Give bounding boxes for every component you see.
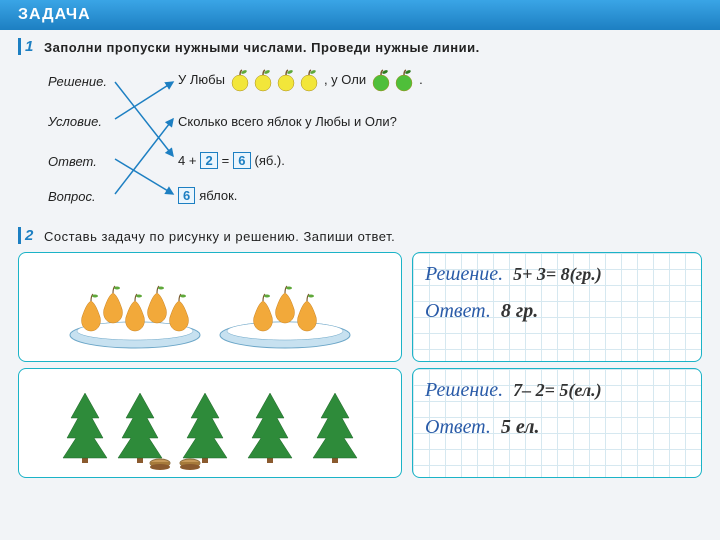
panel-row-pears: Решение. 5+ 3= 8(гр.) Ответ. 8 гр. bbox=[18, 252, 702, 362]
suffix: (яб.). bbox=[255, 153, 285, 168]
trees-svg bbox=[45, 373, 375, 473]
pears-solution-line: Решение. 5+ 3= 8(гр.) bbox=[425, 263, 689, 286]
text: У Любы bbox=[178, 72, 225, 87]
panel-row-trees: Решение. 7– 2= 5(ел.) Ответ. 5 ел. bbox=[18, 368, 702, 478]
answer-v: 6 bbox=[178, 187, 195, 204]
task1-prompt: Заполни пропуски нужными числами. Провед… bbox=[44, 38, 702, 58]
eq: = bbox=[222, 153, 230, 168]
label-vopros: Вопрос. bbox=[48, 189, 96, 204]
text: . bbox=[419, 72, 423, 87]
expr: 5+ 3= 8(гр.) bbox=[513, 264, 602, 285]
line-uslovie: Сколько всего яблок у Любы и Оли? bbox=[178, 114, 397, 129]
trees-solution-panel: Решение. 7– 2= 5(ел.) Ответ. 5 ел. bbox=[412, 368, 702, 478]
pears-answer-line: Ответ. 8 гр. bbox=[425, 300, 689, 323]
trees-answer-line: Ответ. 5 ел. bbox=[425, 416, 689, 439]
label-reshenie: Решение. bbox=[48, 74, 107, 89]
apples-luba bbox=[229, 68, 320, 92]
label: Решение. bbox=[425, 379, 503, 402]
task1-number: 1 bbox=[18, 38, 38, 55]
answer-b: 2 bbox=[200, 152, 217, 169]
line-vopros: 6 яблок. bbox=[178, 187, 237, 204]
label-otvet: Ответ. bbox=[48, 154, 97, 169]
label-uslovie: Условие. bbox=[48, 114, 102, 129]
pears-solution-panel: Решение. 5+ 3= 8(гр.) Ответ. 8 гр. bbox=[412, 252, 702, 362]
line-reshenie: У Любы , у Оли . bbox=[178, 68, 423, 92]
page-header: ЗАДАЧА bbox=[0, 0, 720, 30]
val: 5 ел. bbox=[501, 416, 540, 439]
apples-olya bbox=[370, 68, 415, 92]
trees-solution-line: Решение. 7– 2= 5(ел.) bbox=[425, 379, 689, 402]
label: Решение. bbox=[425, 263, 503, 286]
task1-body: Решение. Условие. Ответ. Вопрос. У Любы … bbox=[48, 64, 702, 219]
content: 1 Заполни пропуски нужными числами. Пров… bbox=[0, 30, 720, 246]
task2-prompt: Составь задачу по рисунку и решению. Зап… bbox=[44, 227, 702, 247]
task2-number: 2 bbox=[18, 227, 38, 244]
pears-image bbox=[18, 252, 402, 362]
label: Ответ. bbox=[425, 300, 491, 323]
arrow-lines bbox=[103, 74, 183, 214]
suffix: яблок. bbox=[199, 188, 237, 203]
line-otvet: 4 + 2 = 6 (яб.). bbox=[178, 152, 285, 169]
header-title: ЗАДАЧА bbox=[18, 6, 91, 23]
trees-image bbox=[18, 368, 402, 478]
label: Ответ. bbox=[425, 416, 491, 439]
answer-c: 6 bbox=[233, 152, 250, 169]
expr: 7– 2= 5(ел.) bbox=[513, 380, 602, 401]
text: , у Оли bbox=[324, 72, 366, 87]
pears-svg bbox=[45, 257, 375, 357]
task1-header: 1 Заполни пропуски нужными числами. Пров… bbox=[18, 38, 702, 58]
task2-header: 2 Составь задачу по рисунку и решению. З… bbox=[18, 227, 702, 247]
val: 8 гр. bbox=[501, 300, 538, 323]
a: 4 + bbox=[178, 153, 196, 168]
